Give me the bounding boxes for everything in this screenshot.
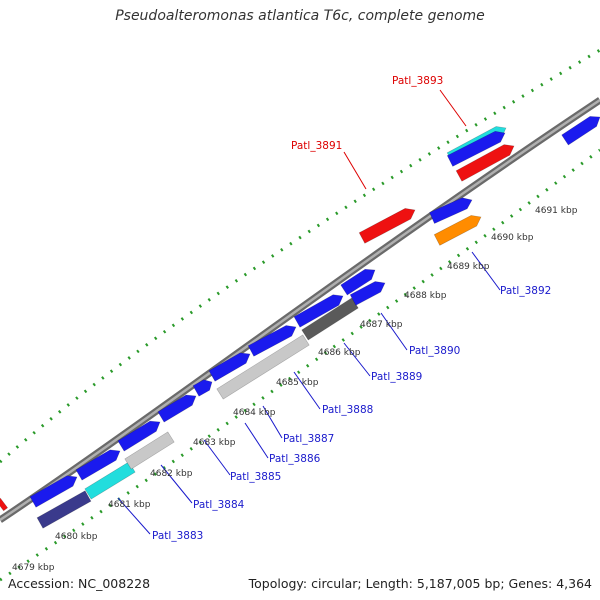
gene-label[interactable]: Patl_3892 (500, 285, 551, 297)
outer-dotted-guide (0, 48, 600, 464)
leader-line (244, 422, 269, 459)
leader-line (439, 89, 467, 127)
gene-label[interactable]: Patl_3890 (409, 345, 460, 357)
leader-line (380, 312, 408, 351)
leader-line (203, 439, 231, 476)
leader-line (293, 371, 321, 410)
scale-tick-label: 4685 kbp (276, 378, 319, 388)
gene-arrow[interactable] (75, 449, 121, 481)
gene-arrow[interactable] (455, 144, 515, 182)
label-leader-lines (117, 89, 501, 535)
scale-tick-label: 4681 kbp (108, 500, 151, 510)
gene-arrow[interactable] (247, 325, 297, 357)
scale-tick-label: 4682 kbp (150, 469, 193, 479)
map-title: Pseudoalteromonas atlantica T6c, complet… (115, 8, 485, 24)
scale-tick-label: 4684 kbp (233, 408, 276, 418)
gene-arrow[interactable] (157, 394, 197, 423)
gene-arrow[interactable] (124, 431, 175, 470)
gene-label[interactable]: Patl_3884 (193, 499, 245, 511)
gene-arrow[interactable] (446, 130, 506, 167)
gene-label[interactable]: Patl_3891 (291, 140, 342, 152)
scale-tick-label: 4689 kbp (447, 262, 490, 272)
scale-tick-label: 4687 kbp (360, 320, 403, 330)
gene-arrow[interactable] (117, 420, 161, 452)
genome-backbone (0, 97, 600, 523)
backbone-inner (0, 98, 600, 522)
scale-tick-labels: 4679 kbp 4680 kbp 4681 kbp 4682 kbp 4683 kbp… (12, 206, 578, 573)
scale-tick-label: 4683 kbp (193, 438, 236, 448)
gene-arrow[interactable] (340, 268, 376, 296)
gene-label[interactable]: Patl_3887 (283, 433, 334, 445)
gene-arrow[interactable] (192, 379, 213, 397)
gene-arrow[interactable] (0, 497, 9, 512)
leader-line (471, 251, 501, 291)
scale-tick-label: 4686 kbp (318, 348, 361, 358)
gene-arrow[interactable] (293, 294, 344, 328)
scale-tick-label: 4688 kbp (404, 291, 447, 301)
gene-label[interactable]: Patl_3885 (230, 471, 281, 483)
inner-dotted-guide (0, 148, 600, 582)
gene-arrow[interactable] (216, 334, 310, 400)
scale-tick-label: 4690 kbp (491, 233, 534, 243)
gene-arrow[interactable] (561, 116, 600, 146)
gene-labels: Patl_3891 Patl_3893 Patl_3883 Patl_3884 Patl… (152, 75, 551, 542)
gene-arrow[interactable] (429, 197, 473, 224)
gene-arrow[interactable] (433, 215, 482, 246)
gene-label[interactable]: Patl_3886 (269, 453, 321, 465)
gene-features (0, 116, 600, 529)
accession-text: Accession: NC_008228 (8, 576, 151, 591)
gene-arrow[interactable] (36, 490, 92, 529)
gene-arrow[interactable] (29, 475, 78, 508)
gene-label[interactable]: Patl_3883 (152, 530, 203, 542)
dotted-guides (0, 48, 600, 582)
scale-tick-label: 4679 kbp (12, 563, 55, 573)
gene-arrow[interactable] (349, 281, 386, 306)
gene-arrow[interactable] (208, 352, 251, 382)
leader-line (343, 342, 371, 377)
gene-label[interactable]: Patl_3893 (392, 75, 443, 87)
scale-tick-label: 4680 kbp (55, 532, 98, 542)
scale-tick-label: 4691 kbp (535, 206, 578, 216)
gene-arrow[interactable] (358, 208, 416, 244)
genome-stats-text: Topology: circular; Length: 5,187,005 bp… (248, 576, 592, 591)
gene-label[interactable]: Patl_3888 (322, 404, 373, 416)
leader-line (262, 405, 283, 439)
gene-label[interactable]: Patl_3889 (371, 371, 422, 383)
leader-line (160, 464, 193, 504)
leader-line (343, 151, 367, 190)
leader-line (117, 497, 151, 535)
